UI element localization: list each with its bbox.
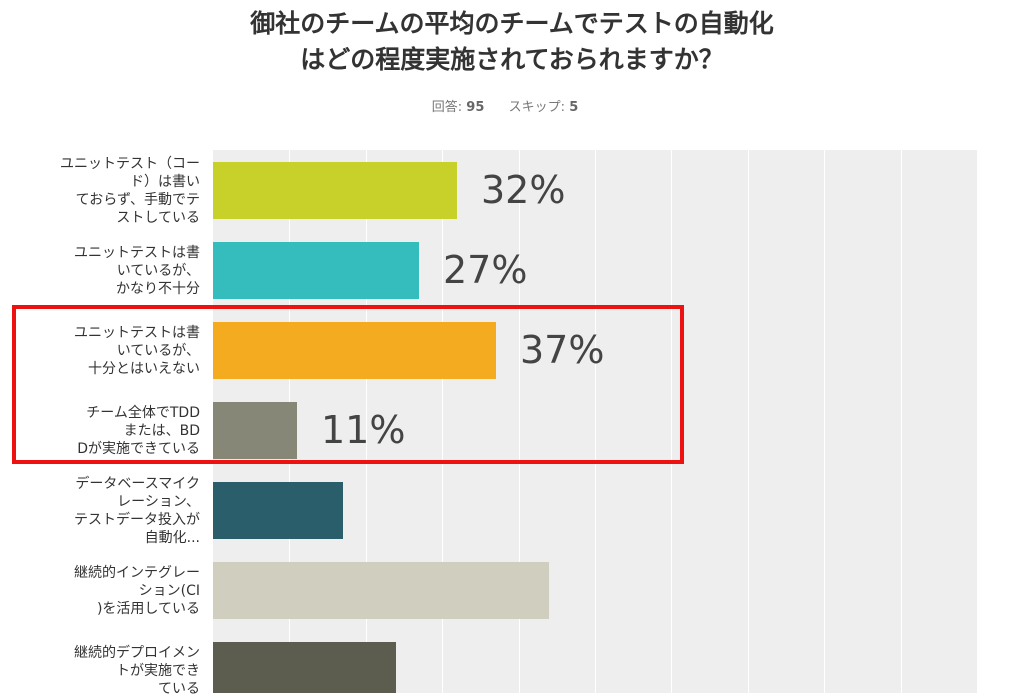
chart-title-line-1: 御社のチームの平均のチームでテストの自動化 [250,9,774,38]
category-label-line: いているが、 [116,342,200,359]
category-label-line: ション(CI [138,582,200,599]
response-summary: 回答: 95 スキップ: 5 [0,96,1010,115]
category-label-line: Dが実施できている [77,440,200,457]
category-label: 継続的デプロイメン トが実施でき ている [40,644,200,698]
bar [213,482,343,539]
bar-value-label: 37% [520,328,605,372]
category-label-line: データベースマイク [75,475,200,492]
gridline [595,150,596,693]
gridline [671,150,672,693]
category-label-line: テストデータ投入が [74,511,200,528]
gridline [748,150,749,693]
category-label-line: )を活用している [96,600,200,617]
category-label-line: 継続的デプロイメン [74,644,200,661]
bar-value-label: 11% [321,408,406,452]
category-label-line: ユニットテストは書 [74,324,200,341]
category-label-line: ユニットテスト（コー [60,155,200,172]
category-label-line: いているが、 [116,262,200,279]
plot-area: 32% 27% 37% 11% [213,150,977,693]
category-label-line: 継続的インテグレー [74,564,200,581]
category-label: チーム全体でTDD または、BD Dが実施できている [40,404,200,458]
bar [213,562,549,619]
category-label: 継続的インテグレー ション(CI)を活用している [40,564,200,618]
category-label-line: ストしている [116,209,200,226]
chart-title-line-2: はどの程度実施されておられますか？ [300,45,724,74]
category-label-line: レーション、 [117,493,200,510]
category-label-line: かなり不十分 [116,280,200,297]
category-label-line: トが実施でき [116,662,200,679]
category-label-line: または、BD [123,422,200,439]
bar [213,402,297,459]
category-label: ユニットテストは書 いているが、 かなり不十分 [40,244,200,298]
category-label-line: ド）は書い [130,173,200,190]
gridline [519,150,520,693]
bar [213,162,457,219]
bar [213,322,496,379]
bar-value-label: 27% [443,248,528,292]
category-label-line: チーム全体でTDD [86,404,200,421]
category-label: ユニットテストは書 いているが、 十分とはいえない [40,324,200,378]
chart-title: 御社のチームの平均のチームでテストの自動化 はどの程度実施されておられますか？ [0,6,1024,78]
skipped-count: 5 [569,100,579,115]
bar [213,242,419,299]
answered-label: 回答: [431,100,463,115]
category-label-line: ユニットテストは書 [74,244,200,261]
gridline [366,150,367,693]
category-label: データベースマイク レーション、 テストデータ投入が 自動化... [40,475,200,547]
skipped-label: スキップ: [508,100,566,115]
category-label-line: 十分とはいえない [88,360,200,377]
category-label-line: ておらず、手動でテ [75,191,200,208]
gridline [442,150,443,693]
category-label-line: 自動化... [144,529,200,546]
gridline [901,150,902,693]
bar-value-label: 32% [481,168,566,212]
category-label: ユニットテスト（コー ド）は書い ておらず、手動でテ ストしている [40,155,200,227]
bar [213,642,396,693]
answered-count: 95 [466,100,485,115]
gridline [824,150,825,693]
category-label-line: ている [158,680,200,697]
